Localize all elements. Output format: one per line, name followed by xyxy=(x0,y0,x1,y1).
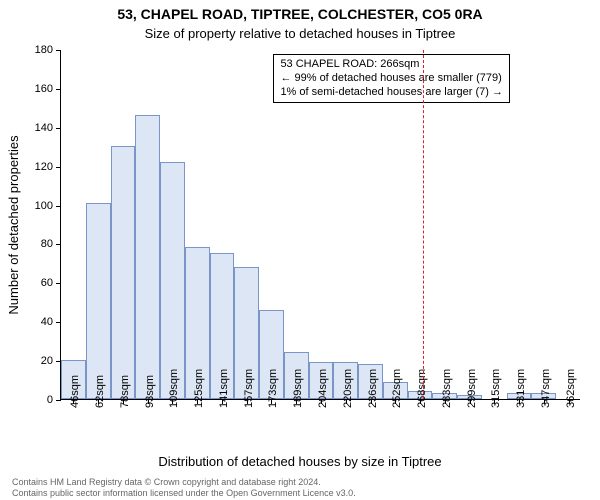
y-tick xyxy=(56,128,61,129)
marker-line xyxy=(423,50,424,399)
x-tick-label: 46sqm xyxy=(69,375,81,408)
y-tick xyxy=(56,89,61,90)
y-tick-label: 120 xyxy=(21,161,53,173)
annotation-line: ← 99% of detached houses are smaller (77… xyxy=(280,72,503,86)
chart-container: 53, CHAPEL ROAD, TIPTREE, COLCHESTER, CO… xyxy=(0,0,600,500)
histogram-bar xyxy=(160,162,185,399)
x-tick-label: 157sqm xyxy=(243,369,255,408)
y-tick-label: 20 xyxy=(21,355,53,367)
x-tick-label: 189sqm xyxy=(292,369,304,408)
x-tick-label: 109sqm xyxy=(168,369,180,408)
footer-line: Contains public sector information licen… xyxy=(12,488,356,498)
x-tick-label: 93sqm xyxy=(144,375,156,408)
x-tick-label: 62sqm xyxy=(94,375,106,408)
x-tick-label: 315sqm xyxy=(490,369,502,408)
y-tick-label: 40 xyxy=(21,316,53,328)
chart-title: 53, CHAPEL ROAD, TIPTREE, COLCHESTER, CO… xyxy=(0,6,600,22)
plot-area: 53 CHAPEL ROAD: 266sqm ← 99% of detached… xyxy=(60,50,580,400)
annotation-line: 1% of semi-detached houses are larger (7… xyxy=(280,86,503,100)
y-tick-label: 0 xyxy=(21,394,53,406)
x-tick-label: 125sqm xyxy=(193,369,205,408)
histogram-bar xyxy=(135,115,160,399)
x-tick-label: 236sqm xyxy=(367,369,379,408)
x-tick-label: 362sqm xyxy=(565,369,577,408)
x-tick-label: 283sqm xyxy=(441,369,453,408)
x-tick-label: 268sqm xyxy=(416,369,428,408)
x-tick-label: 220sqm xyxy=(342,369,354,408)
y-tick xyxy=(56,322,61,323)
x-tick-label: 347sqm xyxy=(540,369,552,408)
y-tick-label: 100 xyxy=(21,200,53,212)
y-tick-label: 80 xyxy=(21,238,53,250)
y-tick xyxy=(56,50,61,51)
y-tick-label: 60 xyxy=(21,277,53,289)
y-tick xyxy=(56,206,61,207)
x-tick-label: 299sqm xyxy=(466,369,478,408)
y-tick xyxy=(56,244,61,245)
x-axis-label: Distribution of detached houses by size … xyxy=(0,454,600,469)
annotation-box: 53 CHAPEL ROAD: 266sqm ← 99% of detached… xyxy=(273,54,510,103)
histogram-bar xyxy=(111,146,136,399)
footer-attribution: Contains HM Land Registry data © Crown c… xyxy=(12,477,356,498)
x-tick-label: 78sqm xyxy=(119,375,131,408)
y-tick-label: 140 xyxy=(21,122,53,134)
y-tick xyxy=(56,400,61,401)
x-tick-label: 141sqm xyxy=(218,369,230,408)
y-tick xyxy=(56,283,61,284)
histogram-bar xyxy=(86,203,111,399)
footer-line: Contains HM Land Registry data © Crown c… xyxy=(12,477,356,487)
x-tick-label: 252sqm xyxy=(391,369,403,408)
y-tick-label: 180 xyxy=(21,44,53,56)
x-tick-label: 173sqm xyxy=(267,369,279,408)
y-tick xyxy=(56,167,61,168)
x-tick-label: 204sqm xyxy=(317,369,329,408)
y-axis-label: Number of detached properties xyxy=(6,135,21,314)
annotation-line: 53 CHAPEL ROAD: 266sqm xyxy=(280,58,503,72)
x-tick-label: 331sqm xyxy=(515,369,527,408)
chart-subtitle: Size of property relative to detached ho… xyxy=(0,26,600,41)
y-tick-label: 160 xyxy=(21,83,53,95)
